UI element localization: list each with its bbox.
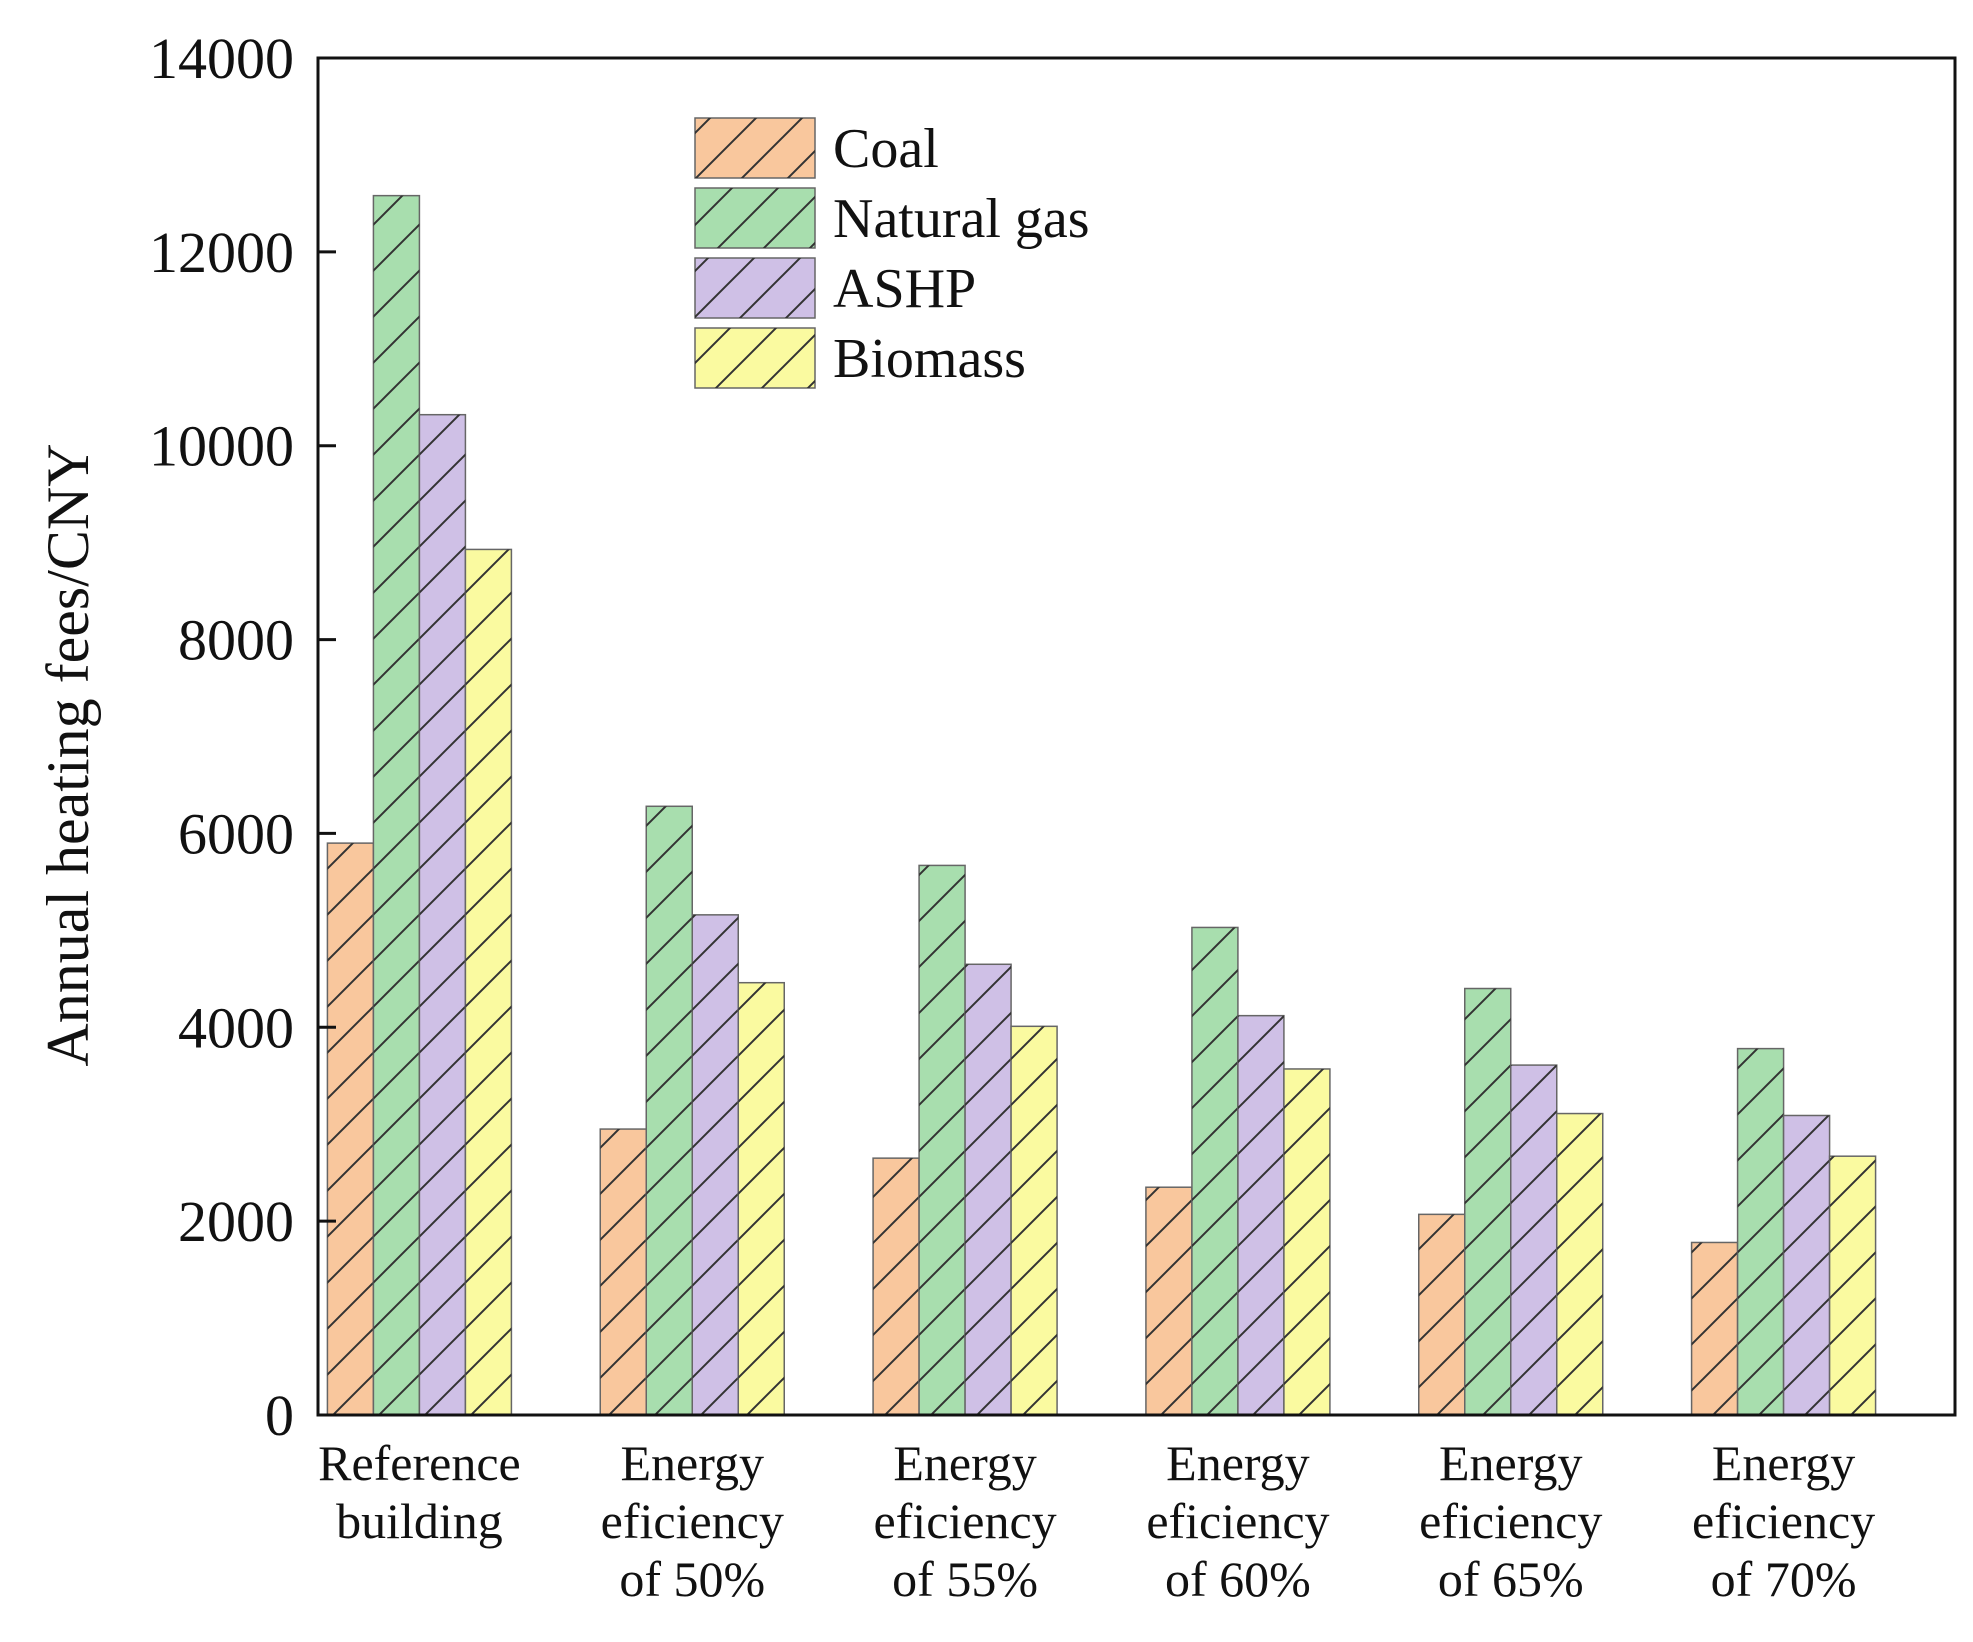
legend-label-biomass: Biomass <box>833 328 1026 390</box>
y-tick-label: 0 <box>265 1383 294 1448</box>
bar-natural-gas-2-hatch <box>919 865 966 1415</box>
x-tick-label-line: of 65% <box>1438 1551 1584 1607</box>
x-tick-label-4: Energy eficiency of 65% <box>1419 1435 1602 1607</box>
plot-frame <box>316 56 1957 1417</box>
legend-label-ashp: ASHP <box>833 258 976 320</box>
bar-ashp-1-hatch <box>692 914 739 1415</box>
x-tick-label-5: Energy eficiency of 70% <box>1692 1435 1875 1607</box>
bar-coal-3-hatch <box>1145 1187 1192 1415</box>
bar-ashp-4-hatch <box>1510 1065 1557 1415</box>
bar-ashp-2-hatch <box>965 964 1012 1415</box>
bar-ashp-5-hatch <box>1783 1115 1830 1415</box>
bar-biomass-2-hatch <box>1011 1026 1058 1415</box>
x-tick-label-line: Energy <box>621 1435 764 1491</box>
x-tick-label-line: Energy <box>1166 1435 1309 1491</box>
x-tick-label-line: eficiency <box>1146 1493 1329 1549</box>
x-tick-label-0: Reference building <box>318 1435 521 1549</box>
y-tick-label: 2000 <box>178 1189 294 1254</box>
legend-swatch-coal-hatch <box>695 118 815 178</box>
bar-biomass-4-hatch <box>1556 1113 1603 1415</box>
y-tick-label: 6000 <box>178 801 294 866</box>
x-tick-label-line: of 50% <box>619 1551 765 1607</box>
bar-coal-2-hatch <box>873 1158 920 1415</box>
x-tick-label-line: eficiency <box>1419 1493 1602 1549</box>
x-tick-label-line: Energy <box>1712 1435 1855 1491</box>
x-tick-label-1: Energy eficiency of 50% <box>601 1435 784 1607</box>
bar-natural-gas-4-hatch <box>1464 988 1511 1415</box>
y-tick-label: 4000 <box>178 995 294 1060</box>
x-tick-label-line: building <box>336 1493 503 1549</box>
bars-layer <box>326 194 1877 1416</box>
bar-biomass-5-hatch <box>1829 1156 1876 1415</box>
bar-natural-gas-3-hatch <box>1191 927 1238 1415</box>
x-tick-label-line: of 55% <box>892 1551 1038 1607</box>
legend-label-natural-gas: Natural gas <box>833 188 1090 250</box>
x-tick-label-line: Reference <box>318 1435 521 1491</box>
legend-swatch-natural-gas-hatch <box>695 188 815 248</box>
x-tick-label-line: of 60% <box>1165 1551 1311 1607</box>
x-tick-label-line: eficiency <box>1692 1493 1875 1549</box>
legend-swatch-ashp-hatch <box>695 258 815 318</box>
bar-coal-1-hatch <box>600 1129 647 1415</box>
bar-biomass-0-hatch <box>465 549 512 1415</box>
bar-ashp-0-hatch <box>419 414 466 1415</box>
x-tick-label-line: Energy <box>893 1435 1036 1491</box>
bar-biomass-3-hatch <box>1283 1068 1330 1415</box>
x-tick-label-3: Energy eficiency of 60% <box>1146 1435 1329 1607</box>
legend-label-coal: Coal <box>833 118 939 180</box>
y-tick-label: 8000 <box>178 608 294 673</box>
bar-natural-gas-1-hatch <box>646 806 693 1415</box>
x-tick-label-line: eficiency <box>873 1493 1056 1549</box>
x-tick-label-2: Energy eficiency of 55% <box>873 1435 1056 1607</box>
x-tick-label-line: eficiency <box>601 1493 784 1549</box>
bar-biomass-1-hatch <box>738 982 785 1415</box>
bar-natural-gas-5-hatch <box>1737 1048 1784 1415</box>
bar-coal-5-hatch <box>1691 1242 1738 1415</box>
y-tick-label: 12000 <box>149 220 294 285</box>
bar-ashp-3-hatch <box>1237 1015 1284 1415</box>
bar-coal-4-hatch <box>1418 1214 1465 1415</box>
y-tick-label: 14000 <box>149 26 294 91</box>
y-tick-label: 10000 <box>149 414 294 479</box>
legend-swatch-biomass-hatch <box>695 328 815 388</box>
y-axis-title: Annual heating fees/CNY <box>35 443 101 1066</box>
x-tick-label-line: of 70% <box>1711 1551 1857 1607</box>
legend: Coal Natural gas ASHP Biomass <box>694 117 1090 390</box>
bar-natural-gas-0-hatch <box>373 195 420 1416</box>
bar-coal-0-hatch <box>327 843 374 1415</box>
x-tick-label-line: Energy <box>1439 1435 1582 1491</box>
